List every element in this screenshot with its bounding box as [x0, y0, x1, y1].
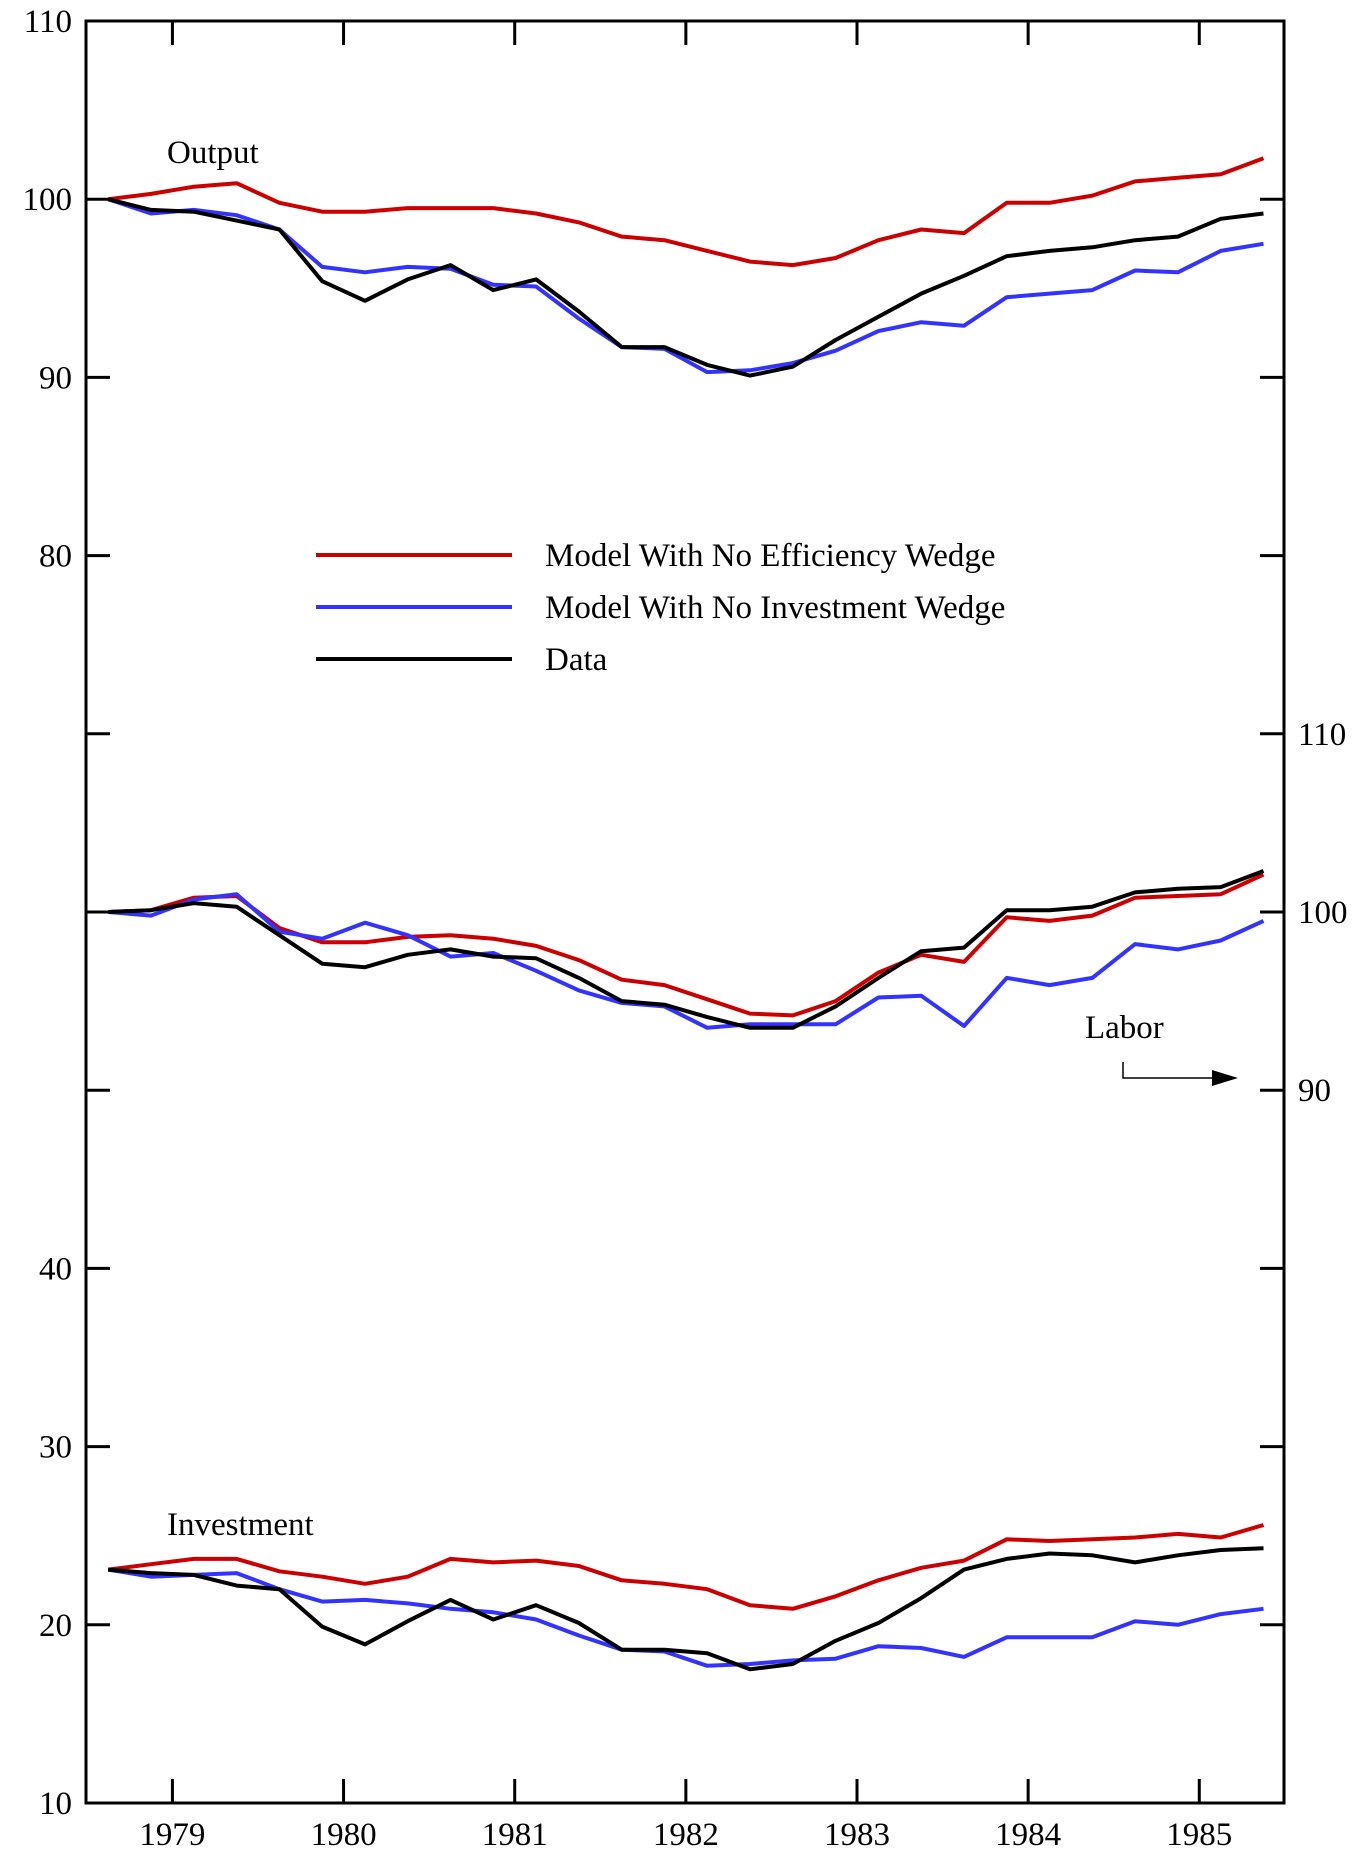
- x-tick-label: 1982: [653, 1817, 719, 1853]
- series-line: [108, 892, 1265, 1030]
- series-line: [108, 869, 1265, 1030]
- series-line: [107, 1523, 1265, 1611]
- legend-label: Data: [545, 642, 608, 678]
- y-tick-label: 110: [24, 4, 72, 40]
- series-line: [107, 156, 1265, 268]
- x-tick-label: 1981: [482, 1817, 548, 1853]
- y-tick-label: 40: [39, 1251, 72, 1287]
- y-tick-label: 80: [39, 539, 72, 575]
- y2-tick-label: 110: [1298, 717, 1346, 753]
- y2-tick-label: 100: [1298, 895, 1348, 931]
- y-tick-label: 90: [39, 360, 72, 396]
- legend-label: Model With No Efficiency Wedge: [545, 538, 996, 574]
- panel-label: Output: [167, 135, 259, 171]
- panel-label: Labor: [1085, 1010, 1164, 1046]
- legend-label: Model With No Investment Wedge: [545, 590, 1005, 626]
- axis-arrow: [1122, 1062, 1220, 1079]
- x-tick-label: 1984: [995, 1817, 1061, 1853]
- panel-label: Investment: [167, 1507, 314, 1543]
- y2-tick-label: 90: [1298, 1073, 1331, 1109]
- arrow-head: [1212, 1070, 1238, 1086]
- x-tick-label: 1985: [1166, 1817, 1232, 1853]
- series-line: [107, 197, 1264, 378]
- x-tick-label: 1980: [311, 1817, 377, 1853]
- series-line: [107, 1567, 1264, 1668]
- x-tick-label: 1979: [139, 1817, 205, 1853]
- y-tick-label: 30: [39, 1430, 72, 1466]
- y-tick-label: 10: [39, 1786, 72, 1822]
- series-line: [108, 1546, 1264, 1672]
- x-tick-label: 1983: [824, 1817, 890, 1853]
- series-line: [107, 197, 1264, 375]
- y-tick-label: 20: [39, 1608, 72, 1644]
- series-line: [108, 872, 1265, 1018]
- y-tick-label: 100: [23, 182, 73, 218]
